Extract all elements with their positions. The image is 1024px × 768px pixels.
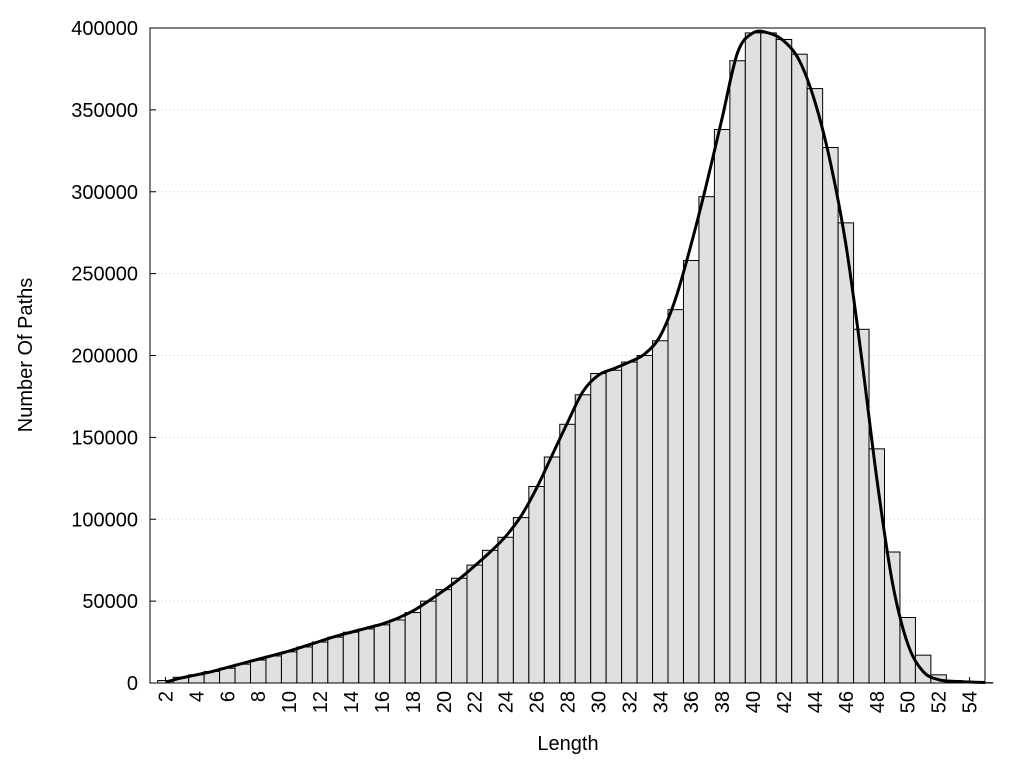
x-axis-label: Length: [537, 733, 598, 755]
x-tick-label: 24: [496, 691, 518, 713]
bar: [296, 646, 313, 684]
bar: [729, 60, 746, 684]
bar: [914, 654, 932, 684]
bar: [806, 88, 824, 684]
bar: [713, 129, 731, 684]
bar: [621, 361, 638, 684]
y-tick-label: 400000: [71, 18, 138, 40]
x-tick-label: 6: [217, 691, 239, 702]
x-tick-label: 36: [681, 691, 703, 713]
fit-line: [165, 29, 986, 685]
bar: [667, 309, 684, 684]
bar: [327, 636, 344, 684]
y-tick-label: 50000: [82, 591, 138, 613]
bar: [822, 147, 839, 684]
x-tick-label: 4: [186, 691, 208, 702]
x-tick-label: 46: [836, 691, 858, 713]
bar: [420, 600, 437, 684]
y-tick-label: 350000: [71, 100, 138, 122]
x-tick-label: 28: [558, 691, 580, 713]
bar: [280, 651, 298, 684]
bar: [311, 641, 329, 684]
x-tick-label: 22: [465, 691, 487, 713]
plot-frame: [149, 27, 986, 684]
x-tick-label: 14: [341, 691, 363, 713]
bar: [837, 222, 855, 684]
bar: [389, 619, 406, 684]
bar: [265, 655, 282, 684]
y-tick-label: 200000: [71, 346, 138, 368]
bar: [605, 369, 623, 684]
bar: [543, 456, 561, 684]
x-tick-label: 48: [867, 691, 889, 713]
bar: [883, 551, 901, 684]
bar: [574, 394, 592, 684]
bar: [636, 355, 654, 684]
bar: [775, 38, 793, 684]
y-tick-label: 300000: [71, 182, 138, 204]
bar: [373, 624, 391, 684]
x-tick-label: 42: [774, 691, 796, 713]
x-tick-label: 20: [434, 691, 456, 713]
x-tick-label: 54: [960, 691, 982, 713]
x-tick-label: 38: [712, 691, 734, 713]
bar: [760, 32, 777, 684]
bar: [698, 196, 715, 684]
bar: [497, 536, 514, 684]
bar: [219, 667, 236, 684]
x-tick-label: 52: [929, 691, 951, 713]
y-tick-label: 250000: [71, 264, 138, 286]
y-tick-label: 150000: [71, 427, 138, 449]
x-tick-label: 8: [248, 691, 270, 702]
bar: [234, 663, 252, 684]
bar: [481, 549, 499, 684]
x-tick-label: 34: [650, 691, 672, 713]
y-tick-label: 100000: [71, 509, 138, 531]
bar: [358, 628, 375, 684]
bar: [512, 517, 530, 684]
y-axis-label: Number Of Paths: [15, 278, 37, 433]
x-tick-label: 40: [743, 691, 765, 713]
bar: [559, 423, 576, 684]
bar: [791, 53, 808, 684]
bar: [853, 328, 870, 684]
bar: [652, 340, 669, 684]
x-tick-label: 30: [588, 691, 610, 713]
bar: [451, 577, 468, 684]
bar: [682, 260, 700, 684]
x-tick-label: 18: [403, 691, 425, 713]
bar: [528, 486, 545, 684]
x-tick-label: 32: [619, 691, 641, 713]
bar: [435, 589, 453, 684]
bar: [466, 564, 483, 684]
bar: [342, 631, 360, 684]
x-tick-label: 10: [279, 691, 301, 713]
y-tick-label: 0: [127, 673, 138, 695]
x-tick-label: 2: [155, 691, 177, 702]
x-tick-label: 50: [898, 691, 920, 713]
bar: [744, 32, 762, 684]
bar: [404, 612, 422, 684]
x-tick-label: 16: [372, 691, 394, 713]
bar: [250, 659, 267, 684]
x-tick-label: 26: [527, 691, 549, 713]
bar: [590, 373, 607, 684]
x-tick-label: 44: [805, 691, 827, 713]
x-tick-label: 12: [310, 691, 332, 713]
